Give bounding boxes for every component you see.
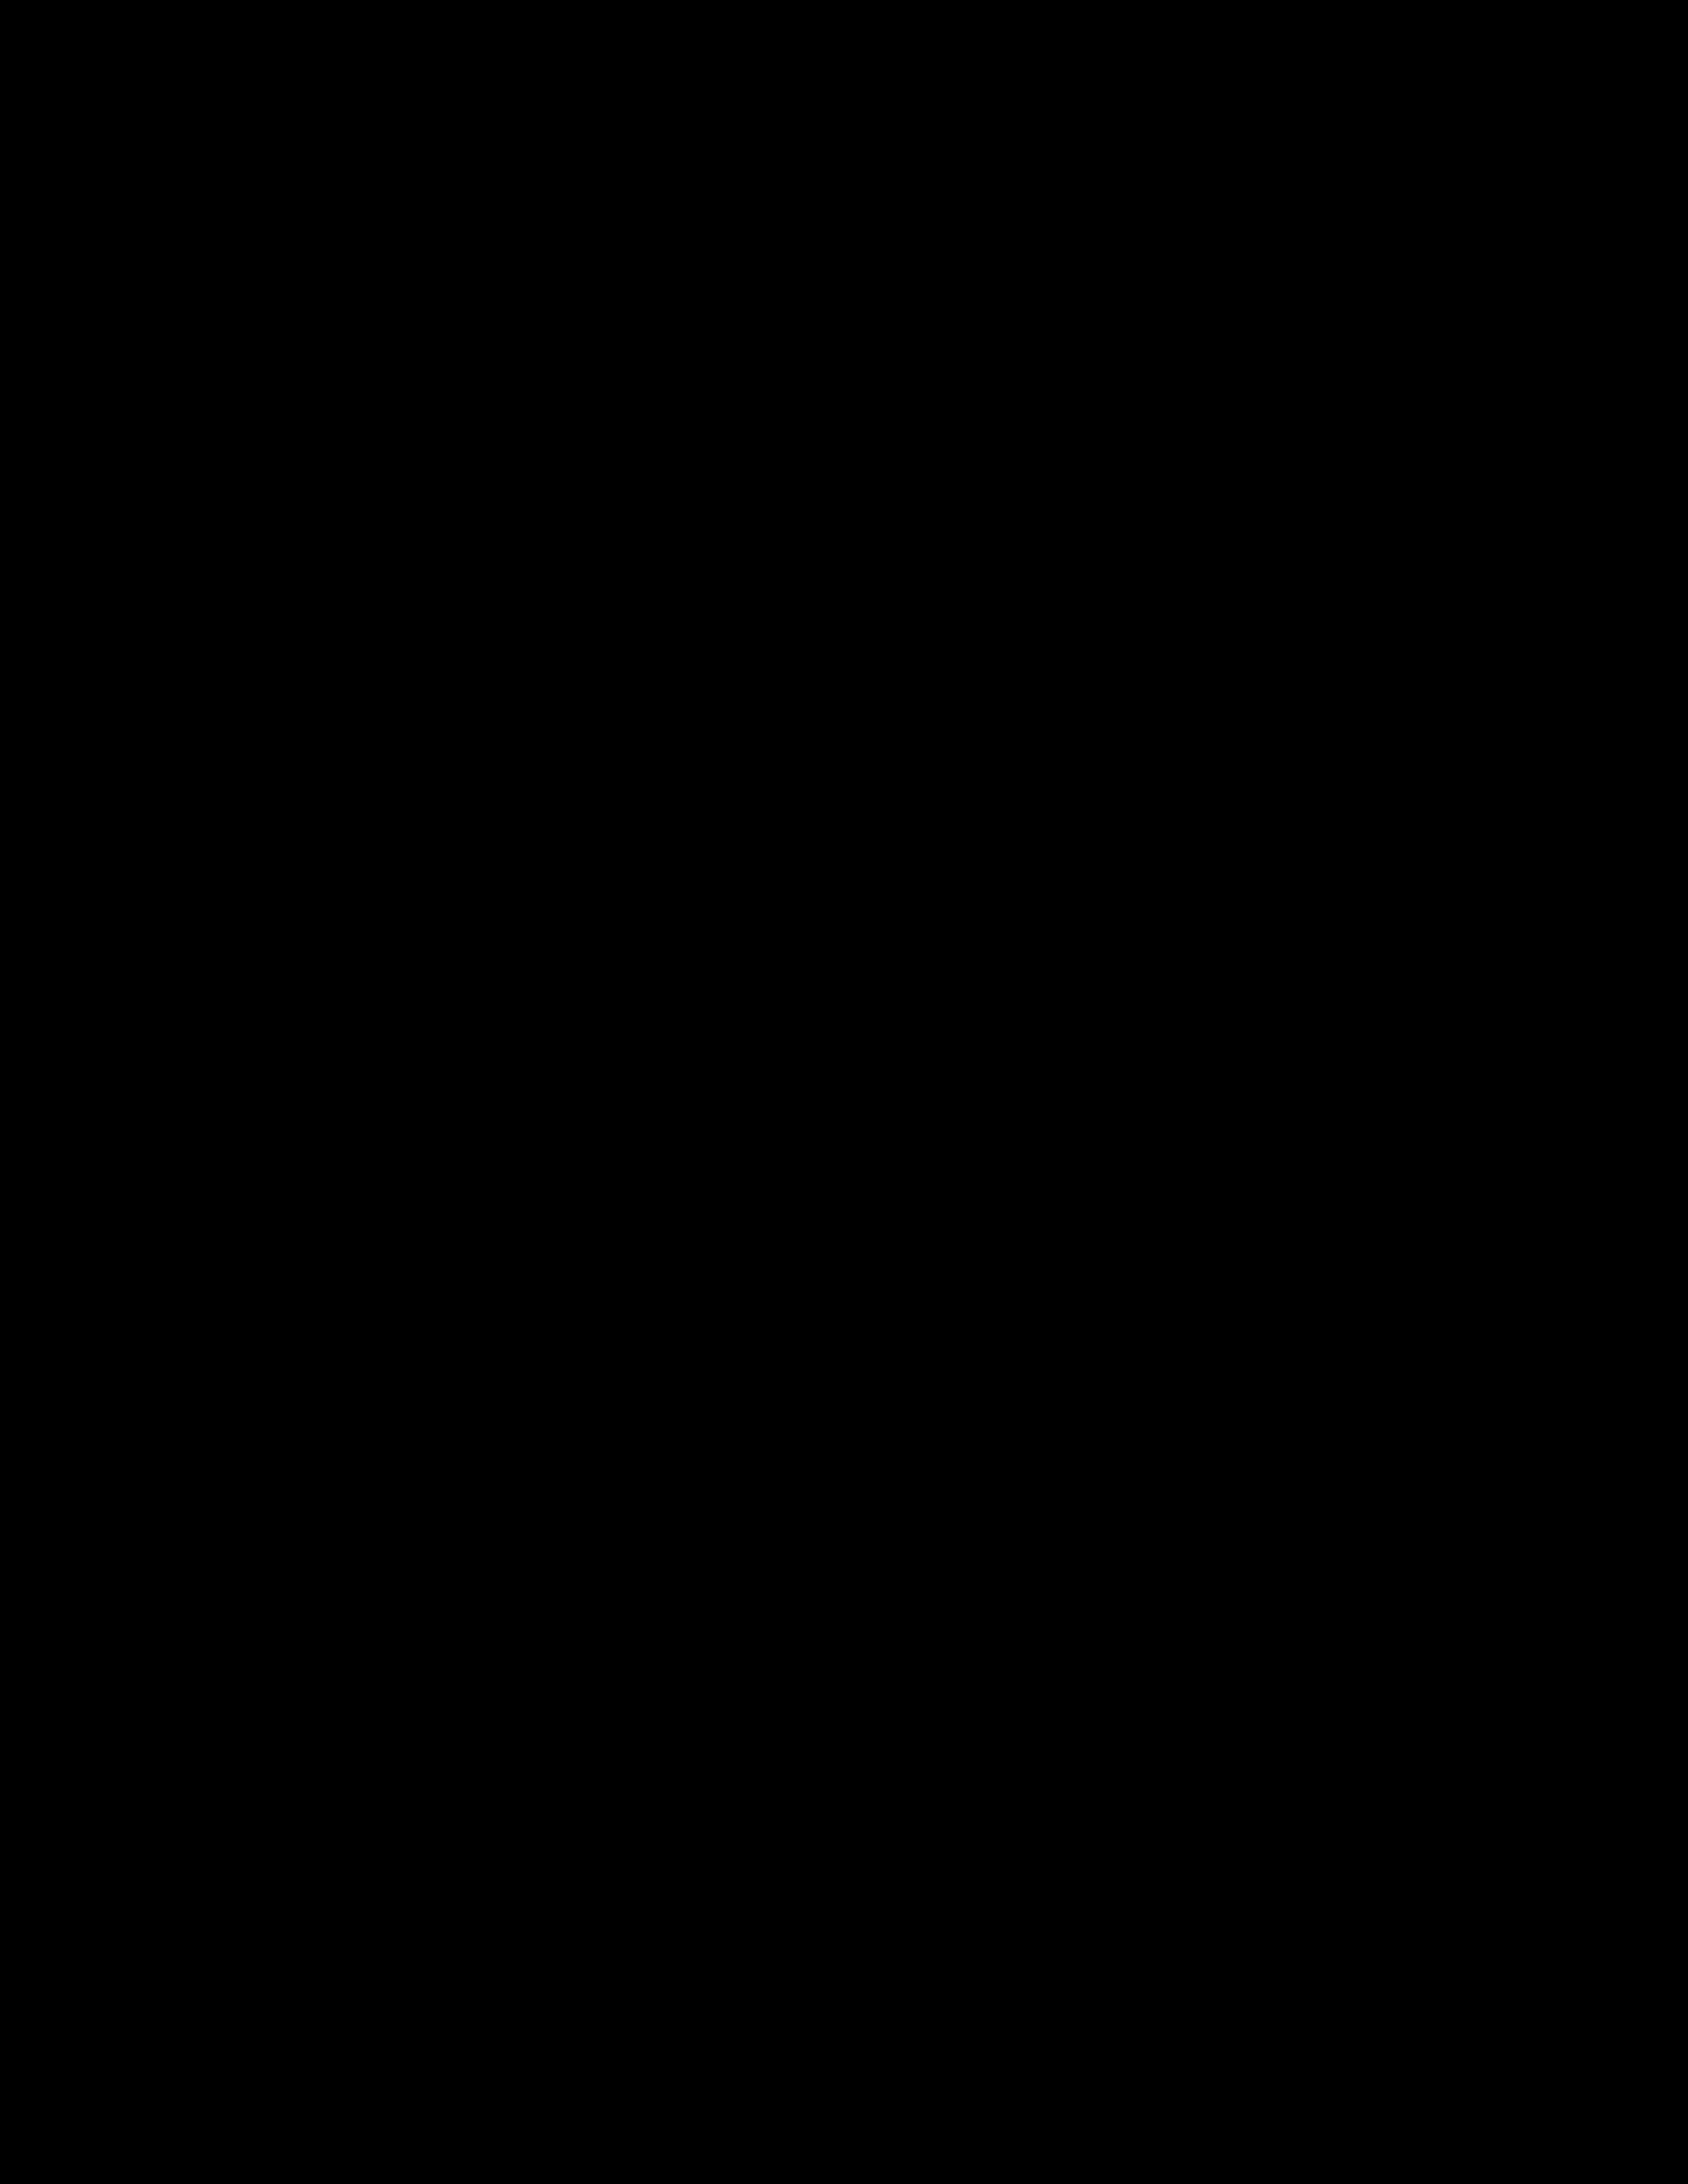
cell-buyer-names[interactable]: Buyer names: [97, 1079, 1591, 1141]
checkbox-vessel-label: Vessel: [265, 676, 330, 701]
logo-main: LICENSING: [154, 124, 424, 161]
checkbox-vehicle-label: Vehicle: [134, 676, 205, 701]
section-seller-info: Seller information: [96, 801, 1592, 831]
checkbox-vessel[interactable]: [236, 678, 256, 698]
cell-seller-state[interactable]: State: [1098, 958, 1337, 1021]
page: WASHINGTON STATE DEPARTMENT OF LICENSING…: [0, 0, 1688, 2184]
label-buyer-zip: ZIP code: [1346, 1208, 1583, 1226]
label-seller-state: State: [1107, 963, 1329, 981]
cell-seller-address[interactable]: Seller address: [97, 896, 1591, 958]
department-logo: WASHINGTON STATE DEPARTMENT OF LICENSING: [96, 109, 424, 161]
label-buyer-state: State: [1107, 1208, 1329, 1226]
seller-text: Submit a completed Report of Sale within…: [142, 422, 1578, 508]
footer: TD-420-065 (R/2/15)WA We are committed t…: [96, 2071, 1592, 2118]
section-vehicle-info: Vehicle/Vessel information: [96, 619, 1592, 648]
cell-seller-names[interactable]: Seller names: [97, 834, 1591, 896]
cell-buyer-address[interactable]: Buyer address: [97, 1141, 1591, 1203]
cell-model[interactable]: Model: [1008, 651, 1591, 713]
seller-signature-2[interactable]: X Seller signature: [894, 1432, 1592, 1485]
label-seller-city: City: [105, 963, 1090, 981]
checkbox-yes[interactable]: [1430, 1295, 1450, 1314]
buyer-responsibility: Buyer: To apply for a new title in your …: [142, 280, 1592, 402]
label-year: Year: [464, 656, 581, 674]
cell-sale-of: Sale of (check one) Vehicle Vessel: [97, 651, 455, 713]
buyer-sig-label-2: Buyer signature: [96, 1467, 794, 1485]
seller-responsibility: Seller: Submit a completed Report of Sal…: [142, 420, 1592, 512]
cell-buyer-city[interactable]: City: [97, 1203, 1098, 1265]
cell-plate[interactable]: License plate/Registration number: [97, 713, 455, 776]
label-buyer-names: Buyer names: [105, 1083, 1583, 1102]
header: WASHINGTON STATE DEPARTMENT OF LICENSING…: [96, 109, 1592, 161]
sig-x: X: [894, 1430, 914, 1463]
buyer-signature-2[interactable]: X Buyer signature: [96, 1432, 794, 1485]
cell-vin[interactable]: Vehicle/Hull identification number (VIN/…: [455, 713, 1188, 776]
vehicle-info-table: Sale of (check one) Vehicle Vessel Year …: [96, 651, 1592, 776]
seller-info-table: Seller names Seller address City State Z…: [96, 833, 1592, 1021]
wa-seal-icon: [96, 113, 142, 159]
cell-make[interactable]: Make: [590, 651, 1008, 713]
cell-sale-price[interactable]: Sale price: [1382, 713, 1591, 776]
label-model: Model: [1017, 656, 1583, 674]
label-date-of-sale: Date of sale: [1196, 718, 1374, 737]
buyer-signature-1[interactable]: X Buyer signature: [96, 1347, 794, 1400]
intro-paragraph: This form is used to gather necessary in…: [96, 201, 1592, 261]
buyer-sig-label-1: Buyer signature: [96, 1382, 794, 1400]
sig-x: X: [96, 1345, 116, 1378]
label-make: Make: [598, 656, 1000, 674]
label-yes: Yes: [1460, 1291, 1499, 1317]
seller-sig-label-1: Seller signature: [894, 1382, 1592, 1400]
label-buyer-city: City: [105, 1208, 1090, 1226]
section-buyer-info: Buyer information: [96, 1046, 1592, 1075]
buyer-info-table: Buyer names Buyer address City State ZIP…: [96, 1078, 1592, 1266]
logo-text: WASHINGTON STATE DEPARTMENT OF LICENSING: [154, 109, 424, 161]
seller-signature-1[interactable]: X Seller signature: [894, 1347, 1592, 1400]
sale-of-label: Sale of: [105, 656, 159, 674]
checkbox-vehicle[interactable]: [105, 678, 125, 698]
signature-grid: X Buyer signature X Seller signature X B…: [96, 1347, 1592, 1485]
depending-paragraph: Depending on your specific situation, ot…: [96, 529, 1592, 590]
form-id: TD-420-065 (R/2/15)WA: [96, 2099, 267, 2118]
label-seller-names: Seller names: [105, 839, 1583, 857]
label-buyer-address: Buyer address: [105, 1146, 1583, 1164]
sig-x: X: [96, 1430, 116, 1463]
cell-seller-zip[interactable]: ZIP code: [1337, 958, 1591, 1021]
cell-buyer-state[interactable]: State: [1098, 1203, 1337, 1265]
logo-super: WASHINGTON STATE DEPARTMENT OF: [154, 109, 424, 124]
form-title: Vehicle/Vessel Bill of Sale: [623, 116, 1076, 159]
dot-leader: [651, 1310, 1421, 1312]
label-vin: Vehicle/Hull identification number (VIN/…: [464, 718, 1179, 737]
seller-lead: Seller:: [142, 422, 213, 447]
checkbox-no[interactable]: [1533, 1295, 1553, 1314]
footer-line1: We are committed to providing equal acce…: [961, 2071, 1592, 2095]
footer-right: We are committed to providing equal acce…: [961, 2071, 1592, 2118]
cell-date-of-sale[interactable]: Date of sale: [1188, 713, 1382, 776]
cell-buyer-zip[interactable]: ZIP code: [1337, 1203, 1591, 1265]
label-no: No: [1562, 1291, 1592, 1317]
cell-year[interactable]: Year: [455, 651, 590, 713]
cell-seller-city[interactable]: City: [97, 958, 1098, 1021]
buyer-lead: Buyer:: [142, 282, 216, 308]
seller-sig-label-2: Seller signature: [894, 1467, 1592, 1485]
label-sale-price: Sale price: [1391, 718, 1583, 737]
sig-x: X: [894, 1345, 914, 1378]
family-question-row: Are you an immediate family member of th…: [96, 1291, 1592, 1317]
label-seller-address: Seller address: [105, 901, 1583, 919]
footer-line2: If you need accommodation, please call (…: [961, 2095, 1592, 2118]
label-plate: License plate/Registration number: [105, 718, 447, 737]
sale-of-ital: (check one): [159, 656, 242, 674]
label-seller-zip: ZIP code: [1346, 963, 1583, 981]
buyer-text: To apply for a new title in your name, t…: [142, 282, 1585, 400]
family-question: Are you an immediate family member of th…: [96, 1291, 641, 1317]
